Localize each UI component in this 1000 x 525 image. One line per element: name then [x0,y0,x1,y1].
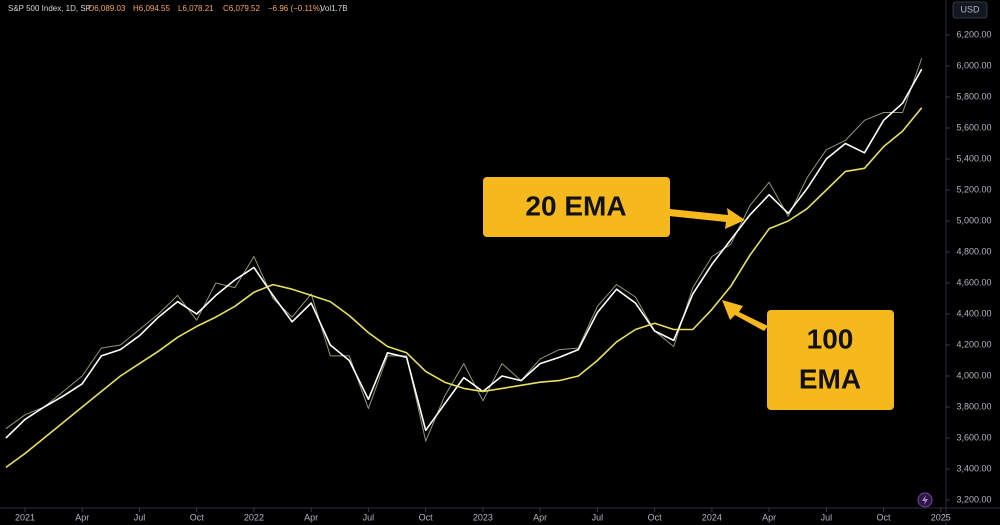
x-tick-label: Oct [190,512,205,522]
y-tick-label: 5,000.00 [956,215,991,225]
x-tick-label: Apr [533,512,547,522]
y-tick-label: 3,800.00 [956,401,991,411]
y-tick-label: 5,200.00 [956,184,991,194]
y-tick-label: 4,400.00 [956,308,991,318]
x-tick-label: Oct [419,512,434,522]
x-tick-label: Apr [75,512,89,522]
series-line [5,58,923,442]
x-tick-label: 2023 [473,512,493,522]
x-tick-label: Apr [762,512,776,522]
y-tick-label: 5,800.00 [956,91,991,101]
y-tick-label: 3,400.00 [956,463,991,473]
annotation-text: 100 [807,323,854,354]
y-tick-label: 6,000.00 [956,60,991,70]
annotation-arrow [669,208,745,229]
x-tick-label: 2024 [702,512,722,522]
x-tick-label: Apr [304,512,318,522]
y-tick-label: 4,000.00 [956,370,991,380]
annotation-arrow [722,300,768,331]
plot-area: 3,200.00 3,400.00 3,600.00 3,800.00 4,000.00… [5,29,992,522]
currency-label[interactable]: USD [960,4,980,14]
annotation-box [483,177,670,237]
high-value: H6,094.55 [133,4,170,13]
close-value: C6,079.52 [223,4,260,13]
open-value: O6,089.03 [88,4,126,13]
annotation-box [767,310,894,410]
x-tick-label: Jul [821,512,833,522]
annotation-text: 20 EMA [525,190,626,221]
x-tick-label: 2021 [15,512,35,522]
x-tick-label: Oct [648,512,663,522]
series-line [5,68,923,439]
x-tick-label: 2022 [244,512,264,522]
annotation-text: EMA [799,363,861,394]
x-tick-label: Jul [134,512,146,522]
y-tick-label: 4,800.00 [956,246,991,256]
volume-value: Vol1.7B [320,4,348,13]
y-tick-label: 5,600.00 [956,122,991,132]
currency-box[interactable] [952,1,988,19]
x-tick-label: 2025 [931,512,951,522]
y-tick-label: 4,600.00 [956,277,991,287]
series-line [5,107,923,469]
x-tick-label: Oct [877,512,892,522]
y-tick-label: 6,200.00 [956,29,991,39]
y-tick-label: 5,400.00 [956,153,991,163]
symbol-title: S&P 500 Index, 1D, SP [8,4,91,13]
x-tick-label: Jul [363,512,375,522]
y-tick-label: 4,200.00 [956,339,991,349]
y-tick-label: 3,600.00 [956,432,991,442]
low-value: L6,078.21 [178,4,214,13]
x-tick-label: Jul [592,512,604,522]
y-tick-label: 3,200.00 [956,494,991,504]
lightning-glyph[interactable] [922,495,928,505]
change-value: −6.96 (−0.11%) [268,4,323,13]
